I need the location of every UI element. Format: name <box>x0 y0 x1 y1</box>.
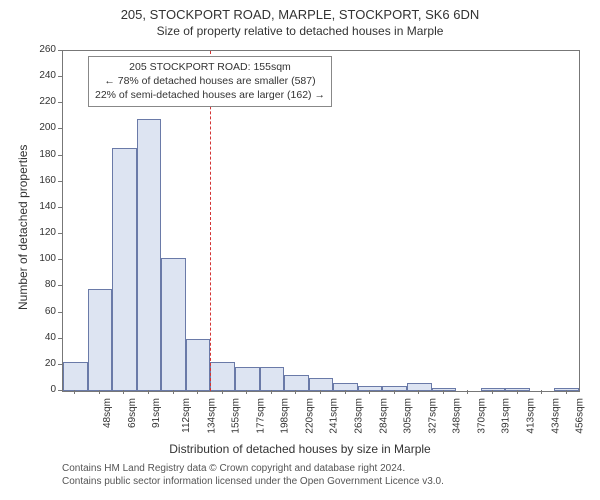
x-tick <box>295 390 296 394</box>
y-tick-label: 260 <box>32 44 56 55</box>
x-tick <box>99 390 100 394</box>
y-tick <box>58 128 62 129</box>
y-tick <box>58 233 62 234</box>
annotation-line-1: 205 STOCKPORT ROAD: 155sqm <box>95 60 325 74</box>
histogram-bar <box>235 367 260 391</box>
x-axis-label: Distribution of detached houses by size … <box>0 442 600 456</box>
histogram-bar <box>161 258 186 391</box>
y-tick <box>58 364 62 365</box>
annotation-line-3: 22% of semi-detached houses are larger (… <box>95 88 325 102</box>
x-tick-label: 263sqm <box>354 398 365 434</box>
x-tick-label: 284sqm <box>378 398 389 434</box>
x-tick <box>467 390 468 394</box>
x-tick <box>492 390 493 394</box>
x-tick <box>566 390 567 394</box>
x-tick <box>541 390 542 394</box>
x-tick-label: 220sqm <box>304 398 315 434</box>
x-tick <box>74 390 75 394</box>
y-tick-label: 60 <box>32 306 56 317</box>
x-tick <box>320 390 321 394</box>
x-tick-label: 391sqm <box>501 398 512 434</box>
y-tick <box>58 102 62 103</box>
y-tick-label: 200 <box>32 122 56 133</box>
y-tick-label: 80 <box>32 279 56 290</box>
page-subtitle: Size of property relative to detached ho… <box>0 24 600 38</box>
histogram-bar <box>186 339 211 391</box>
histogram-bar <box>88 289 113 391</box>
y-tick <box>58 390 62 391</box>
x-tick-label: 241sqm <box>329 398 340 434</box>
histogram-bar <box>554 388 579 391</box>
x-tick-label: 456sqm <box>575 398 586 434</box>
x-tick <box>148 390 149 394</box>
x-tick-label: 305sqm <box>403 398 414 434</box>
y-tick <box>58 155 62 156</box>
histogram-bar <box>407 383 432 391</box>
x-tick <box>443 390 444 394</box>
y-tick <box>58 259 62 260</box>
x-tick <box>517 390 518 394</box>
y-tick-label: 180 <box>32 149 56 160</box>
y-tick-label: 160 <box>32 175 56 186</box>
y-tick <box>58 76 62 77</box>
y-tick <box>58 338 62 339</box>
x-tick <box>271 390 272 394</box>
histogram-bar <box>432 388 457 391</box>
histogram-bar <box>112 148 137 391</box>
histogram-bar <box>210 362 235 391</box>
x-tick <box>394 390 395 394</box>
x-tick <box>222 390 223 394</box>
annotation-line-2: ← 78% of detached houses are smaller (58… <box>95 74 325 88</box>
y-tick-label: 240 <box>32 70 56 81</box>
y-tick <box>58 285 62 286</box>
x-tick <box>246 390 247 394</box>
x-tick-label: 348sqm <box>452 398 463 434</box>
y-tick-label: 140 <box>32 201 56 212</box>
histogram-bar <box>63 362 88 391</box>
x-tick-label: 134sqm <box>206 398 217 434</box>
x-tick-label: 91sqm <box>151 398 162 428</box>
y-tick <box>58 312 62 313</box>
histogram-bar <box>333 383 358 391</box>
x-tick-label: 112sqm <box>181 398 192 433</box>
annotation-box: 205 STOCKPORT ROAD: 155sqm ← 78% of deta… <box>88 56 332 107</box>
footer-line-1: Contains HM Land Registry data © Crown c… <box>62 462 444 475</box>
x-tick-label: 69sqm <box>127 398 138 428</box>
x-tick-label: 177sqm <box>255 398 266 434</box>
histogram-bar <box>137 119 162 391</box>
histogram-bar <box>505 388 530 391</box>
y-tick <box>58 181 62 182</box>
y-tick <box>58 50 62 51</box>
histogram-bar <box>382 386 407 391</box>
y-tick-label: 0 <box>32 384 56 395</box>
x-tick-label: 434sqm <box>550 398 561 434</box>
x-tick <box>369 390 370 394</box>
histogram-bar <box>284 375 309 391</box>
x-tick-label: 413sqm <box>526 398 537 434</box>
x-tick <box>173 390 174 394</box>
x-tick <box>345 390 346 394</box>
footer-attribution: Contains HM Land Registry data © Crown c… <box>62 462 444 488</box>
y-tick <box>58 207 62 208</box>
y-tick-label: 220 <box>32 96 56 107</box>
page-title: 205, STOCKPORT ROAD, MARPLE, STOCKPORT, … <box>0 0 600 24</box>
x-tick <box>197 390 198 394</box>
histogram-bar <box>260 367 285 391</box>
x-tick-label: 198sqm <box>280 398 291 434</box>
x-tick <box>123 390 124 394</box>
y-tick-label: 40 <box>32 332 56 343</box>
y-tick-label: 120 <box>32 227 56 238</box>
footer-line-2: Contains public sector information licen… <box>62 475 444 488</box>
x-tick <box>418 390 419 394</box>
y-axis-label: Number of detached properties <box>16 145 30 310</box>
x-tick-label: 327sqm <box>427 398 438 434</box>
y-tick-label: 100 <box>32 253 56 264</box>
y-tick-label: 20 <box>32 358 56 369</box>
x-tick-label: 155sqm <box>231 398 242 434</box>
x-tick-label: 370sqm <box>476 398 487 434</box>
x-tick-label: 48sqm <box>102 398 113 428</box>
